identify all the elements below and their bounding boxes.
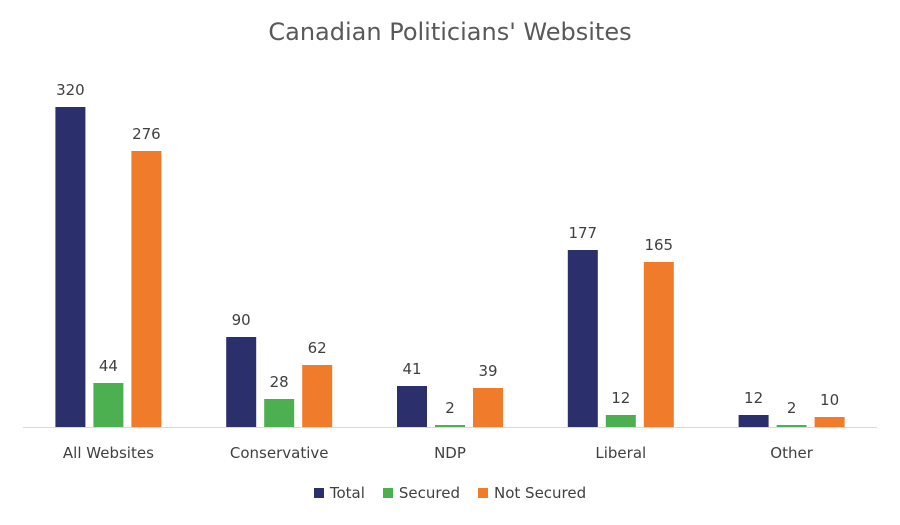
legend-swatch [313, 488, 324, 498]
bar-not-secured-ndp [473, 388, 503, 427]
data-label: 12 [611, 389, 630, 407]
data-label: 41 [402, 360, 421, 378]
legend-item: Total [313, 484, 365, 502]
bar-total-all-websites [55, 107, 86, 427]
chart-title: Canadian Politicians' Websites [268, 18, 632, 46]
legend-label: Secured [398, 484, 460, 502]
bar-secured-other [776, 425, 807, 427]
bar-not-secured-conservative [302, 365, 333, 427]
bar-total-conservative [226, 337, 257, 427]
bar-secured-ndp [435, 425, 465, 427]
data-label: 28 [270, 373, 289, 391]
data-label: 320 [56, 81, 85, 99]
legend-item: Secured [382, 484, 460, 502]
data-label: 2 [445, 399, 455, 417]
data-label: 2 [787, 399, 797, 417]
data-label: 62 [308, 339, 327, 357]
legend-swatch [382, 488, 393, 498]
x-tick-label: Liberal [595, 444, 646, 462]
data-label: 165 [644, 236, 673, 254]
x-tick-label: Other [770, 444, 813, 462]
data-label: 90 [232, 311, 251, 329]
x-tick-label: All Websites [63, 444, 154, 462]
bar-not-secured-liberal [643, 262, 674, 427]
bar-secured-all-websites [93, 383, 124, 427]
bar-total-ndp [397, 386, 427, 427]
data-label: 10 [820, 391, 839, 409]
data-label: 12 [744, 389, 763, 407]
x-tick-label: NDP [434, 444, 466, 462]
bar-secured-conservative [264, 399, 295, 427]
bar-not-secured-all-websites [131, 151, 162, 427]
bar-not-secured-other [814, 417, 845, 427]
bar-total-other [738, 415, 769, 427]
legend-item: Not Secured [478, 484, 586, 502]
bar-secured-liberal [605, 415, 636, 427]
data-label: 276 [132, 125, 161, 143]
data-label: 177 [568, 224, 597, 242]
data-label: 39 [478, 362, 497, 380]
legend-label: Total [329, 484, 365, 502]
legend-swatch [478, 488, 488, 498]
legend: Total Secured Not Secured [0, 484, 900, 502]
legend-label: Not Secured [494, 484, 587, 502]
bar-total-liberal [567, 250, 598, 427]
data-label: 44 [99, 357, 118, 375]
x-tick-label: Conservative [230, 444, 329, 462]
